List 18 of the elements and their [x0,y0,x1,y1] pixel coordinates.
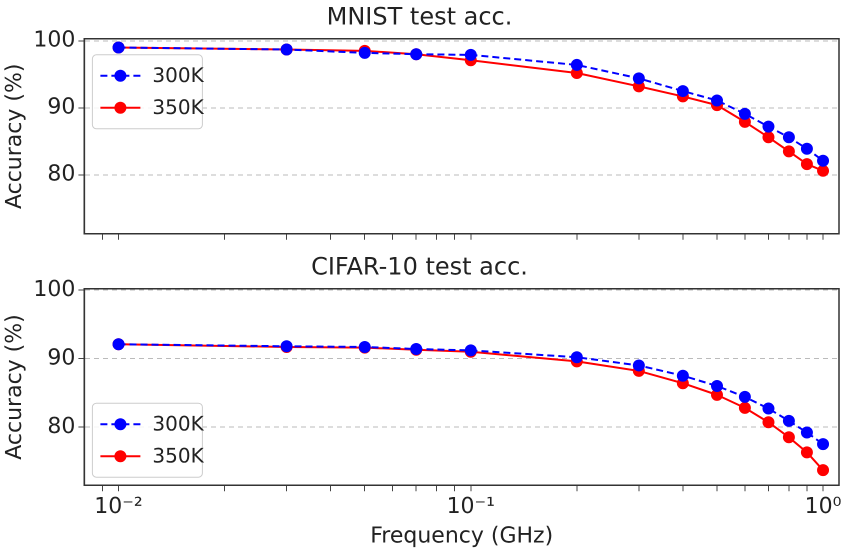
chart-title: MNIST test acc. [326,2,512,31]
legend-label: 300K [152,411,205,436]
y-tick-label: 100 [33,276,76,302]
x-tick-label: 10⁻¹ [446,494,495,520]
legend-label: 350K [152,443,205,468]
y-tick-label: 90 [47,345,76,370]
legend-label: 300K [152,63,205,88]
x-tick-label: 10⁻² [94,494,143,520]
legend-label: 350K [152,95,205,120]
y-tick-label: 80 [47,162,76,187]
chart-title: CIFAR-10 test acc. [311,252,528,281]
y-tick-label: 100 [33,28,76,53]
y-axis-title: Accuracy (%) [2,64,27,210]
y-axis-title: Accuracy (%) [2,314,27,460]
x-axis-title: Frequency (GHz) [370,524,554,549]
y-tick-label: 90 [47,94,76,120]
y-tick-label: 80 [47,414,76,439]
x-tick-label: 10⁰ [804,494,842,520]
